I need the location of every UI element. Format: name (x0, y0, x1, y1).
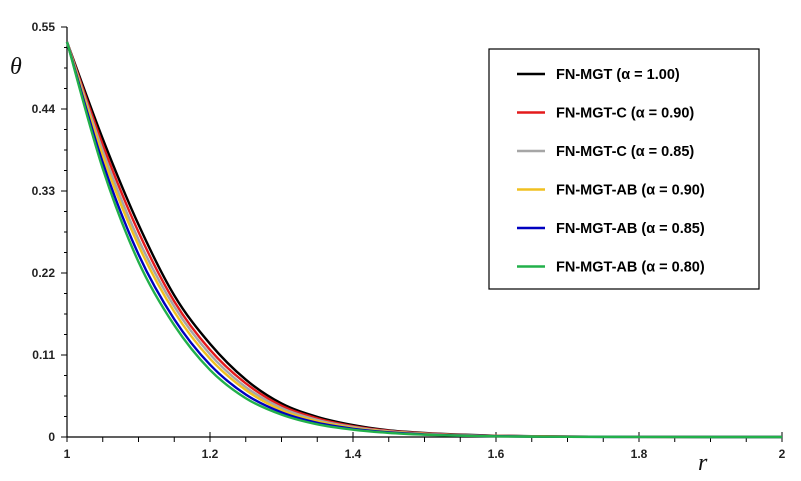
legend-label-2: FN-MGT-C (α = 0.90) (556, 106, 694, 122)
legend-label-4: FN-MGT-AB (α = 0.90) (556, 183, 705, 199)
x-axis-label: r (698, 450, 708, 476)
y-tick-label: 0.11 (32, 348, 55, 362)
x-tick-label: 1 (64, 447, 71, 461)
legend-label-6: FN-MGT-AB (α = 0.80) (556, 260, 705, 276)
legend-box (488, 48, 760, 290)
series-line-6 (65, 41, 783, 439)
y-tick-label: 0.33 (32, 184, 56, 198)
series-lines (65, 41, 783, 439)
legend-label-3: FN-MGT-C (α = 0.85) (556, 144, 694, 160)
y-tick-label: 0.55 (32, 20, 56, 34)
y-tick-label: 0.44 (32, 102, 56, 116)
x-tick-label: 2 (779, 447, 786, 461)
x-tick-label: 1.6 (488, 447, 505, 461)
y-tick-label: 0 (48, 430, 55, 444)
y-tick-label: 0.22 (32, 266, 56, 280)
x-tick-label: 1.8 (631, 447, 648, 461)
legend-label-5: FN-MGT-AB (α = 0.85) (556, 221, 705, 237)
x-tick-label: 1.4 (345, 447, 362, 461)
x-tick-label: 1.2 (202, 447, 219, 461)
legend: FN-MGT (α = 1.00) FN-MGT-C (α = 0.90) FN-M… (488, 48, 760, 290)
y-axis-label: θ (10, 54, 22, 80)
legend-label-1: FN-MGT (α = 1.00) (556, 67, 680, 83)
